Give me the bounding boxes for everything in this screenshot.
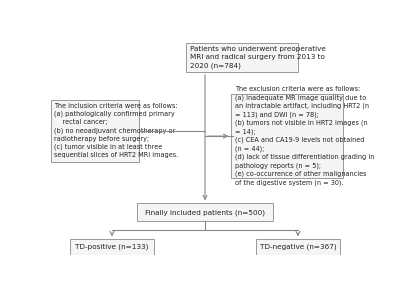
Text: Finally included patients (n=500): Finally included patients (n=500) [145,209,265,216]
Text: Patients who underwent preoperative
MRI and radical surgery from 2013 to
2020 (n: Patients who underwent preoperative MRI … [190,46,326,69]
FancyBboxPatch shape [186,43,298,72]
Text: The exclusion criteria were as follows:
(a) inadequate MR image quality due to
a: The exclusion criteria were as follows: … [235,86,374,186]
Text: The inclusion criteria were as follows:
(a) pathologically confirmed primary
   : The inclusion criteria were as follows: … [54,103,179,158]
FancyBboxPatch shape [70,239,154,255]
FancyBboxPatch shape [51,100,139,162]
Text: TD-negative (n=367): TD-negative (n=367) [260,244,336,250]
FancyBboxPatch shape [231,94,343,178]
Text: TD-positive (n=133): TD-positive (n=133) [75,244,149,250]
FancyBboxPatch shape [137,203,273,221]
FancyBboxPatch shape [256,239,340,255]
